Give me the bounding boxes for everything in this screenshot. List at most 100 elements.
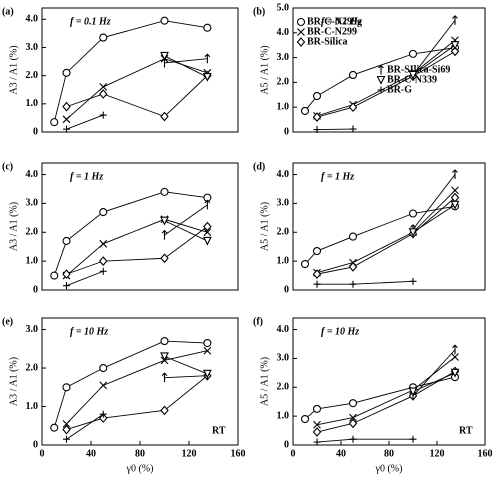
series-line — [66, 58, 208, 120]
legend-label: BR-C-N299 — [307, 26, 357, 37]
y-tick-label: 3.0 — [26, 198, 39, 209]
y-tick-label: 4.0 — [277, 27, 290, 38]
data-point — [348, 262, 358, 272]
y-tick-label: 1.0 — [277, 255, 290, 266]
legend-label: BR-Silica — [307, 36, 348, 47]
series-line — [53, 20, 208, 123]
series-line — [66, 75, 208, 118]
x-tick-label: 80 — [135, 448, 145, 459]
series-line — [316, 371, 456, 433]
y-axis-label: A3 / A1 (%) — [8, 202, 19, 251]
data-point — [349, 413, 357, 422]
data-point — [313, 126, 321, 134]
y-axis-label: A3 / A1 (%) — [8, 357, 19, 406]
data-point — [300, 259, 310, 269]
series-line — [412, 44, 456, 76]
data-point — [63, 435, 70, 443]
legend-marker — [376, 75, 386, 85]
annotation: RT — [212, 425, 226, 436]
data-point — [99, 111, 107, 119]
data-point — [450, 368, 460, 378]
data-point — [203, 346, 212, 355]
plot-frame — [41, 7, 239, 133]
data-point — [313, 420, 321, 429]
y-tick-label: 0 — [33, 126, 38, 137]
data-point — [203, 221, 212, 232]
y-tick-label: 1.0 — [26, 401, 39, 412]
y-tick-label: 3.0 — [277, 198, 290, 209]
data-point — [409, 277, 417, 285]
data-point — [50, 118, 59, 127]
legend-marker — [296, 37, 306, 47]
data-point — [62, 269, 71, 279]
legend-label: BR-G — [387, 84, 412, 95]
legend-label: BR-SIlica-Si69 — [387, 64, 450, 75]
data-point — [348, 399, 358, 408]
annotation: f = 0.1 Hz — [321, 16, 362, 27]
data-point — [160, 216, 169, 226]
data-point — [409, 435, 417, 443]
x-tick-label: 40 — [336, 448, 346, 459]
data-point — [62, 236, 71, 245]
data-point — [160, 405, 169, 416]
y-axis-label: A3 / A1 (%) — [8, 45, 19, 94]
x-tick-label: 80 — [384, 448, 394, 459]
annotation: f = 10 Hz — [70, 326, 108, 337]
data-point — [160, 16, 169, 25]
x-tick-label: 0 — [291, 448, 296, 459]
data-point — [50, 423, 59, 432]
data-point — [202, 369, 212, 379]
series-line — [164, 356, 208, 375]
series-line — [66, 218, 208, 276]
x-axis-label: γ0 (%) — [126, 463, 154, 474]
y-tick-label: 2.0 — [26, 362, 39, 373]
data-point — [312, 269, 322, 279]
legend-label: BR-C-N339 — [387, 74, 437, 85]
data-point — [160, 187, 169, 196]
data-point — [408, 228, 418, 238]
data-point — [160, 111, 169, 122]
y-tick-label: 1.0 — [277, 101, 290, 112]
panel-label: (b) — [253, 6, 265, 17]
series-line — [66, 114, 104, 130]
data-point — [62, 419, 71, 428]
data-point — [451, 353, 459, 361]
data-point — [313, 280, 321, 288]
data-point — [160, 51, 169, 61]
legend-label: BR-C-N299g — [307, 16, 362, 27]
data-point — [349, 125, 357, 133]
data-point — [63, 125, 70, 133]
y-tick-label: 2.0 — [26, 70, 39, 81]
data-point — [99, 33, 108, 42]
series-line — [164, 55, 208, 78]
legend-marker — [377, 86, 385, 94]
data-point — [300, 106, 310, 115]
data-point — [202, 236, 212, 246]
data-point — [348, 102, 358, 113]
series-line — [317, 280, 414, 285]
data-point — [99, 83, 108, 91]
y-tick-label: 3.0 — [26, 42, 39, 53]
data-point — [62, 68, 71, 77]
data-point — [62, 424, 71, 435]
data-point — [408, 70, 418, 80]
data-point — [452, 169, 458, 180]
data-point — [99, 410, 107, 418]
data-point — [160, 253, 169, 264]
data-point — [452, 15, 458, 25]
plot-frame — [292, 162, 486, 291]
data-point — [348, 70, 358, 80]
data-point — [203, 23, 212, 32]
data-point — [99, 363, 108, 373]
y-tick-label: 3.0 — [26, 324, 39, 335]
series-line — [412, 372, 456, 393]
data-point — [312, 91, 322, 101]
y-tick-label: 4.0 — [26, 14, 39, 25]
data-point — [160, 337, 169, 346]
data-point — [450, 200, 460, 210]
series-line — [66, 413, 104, 440]
series-line — [316, 39, 456, 117]
data-point — [63, 282, 70, 290]
legend-marker — [378, 64, 384, 75]
y-tick-label: 2.0 — [277, 77, 290, 88]
